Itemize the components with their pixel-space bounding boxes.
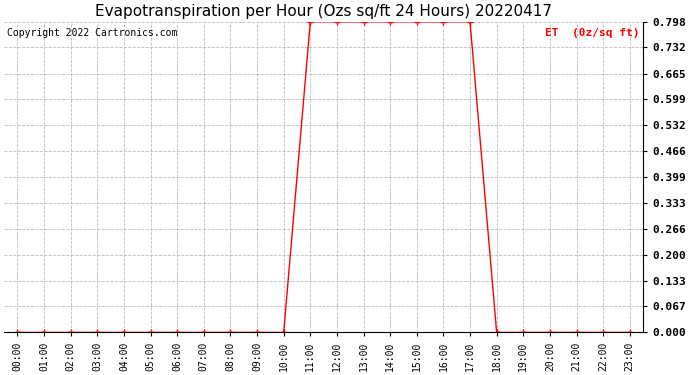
Title: Evapotranspiration per Hour (Ozs sq/ft 24 Hours) 20220417: Evapotranspiration per Hour (Ozs sq/ft 2… — [95, 4, 552, 19]
Text: ET  (0z/sq ft): ET (0z/sq ft) — [545, 28, 640, 38]
Text: Copyright 2022 Cartronics.com: Copyright 2022 Cartronics.com — [8, 28, 178, 38]
